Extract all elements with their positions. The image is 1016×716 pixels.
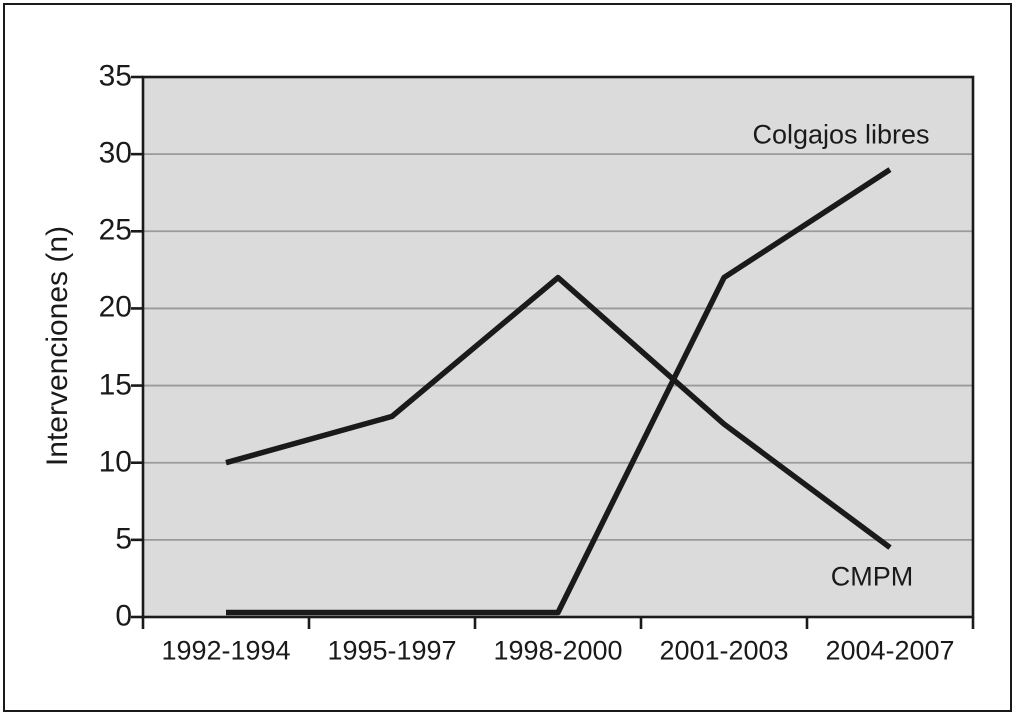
series-line-cmpm — [225, 274, 892, 550]
x-tick-label: 1995-1997 — [327, 635, 457, 666]
y-tick-label: 5 — [115, 522, 132, 556]
y-tick-label: 25 — [98, 213, 132, 247]
plot-border — [141, 75, 975, 619]
series-label-cmpm: CMPM — [830, 561, 914, 592]
y-tick-label: 30 — [98, 136, 132, 170]
x-tick-label: 1992-1994 — [161, 635, 291, 666]
y-tick-label: 15 — [98, 368, 132, 402]
series-label-colgajos-libres: Colgajos libres — [752, 119, 930, 150]
series-line-colgajos-libres — [226, 167, 892, 616]
x-tick-label: 1998-2000 — [493, 635, 623, 666]
x-tick-label: 2004-2007 — [825, 635, 955, 666]
plot-area — [143, 77, 973, 617]
y-tick-label: 20 — [98, 290, 132, 324]
y-tick-label: 35 — [98, 59, 132, 93]
y-tick-label: 0 — [115, 599, 132, 633]
x-tick-label: 2001-2003 — [659, 635, 789, 666]
y-axis-title: Intervenciones (n) — [41, 225, 74, 467]
y-tick-label: 10 — [98, 445, 132, 479]
